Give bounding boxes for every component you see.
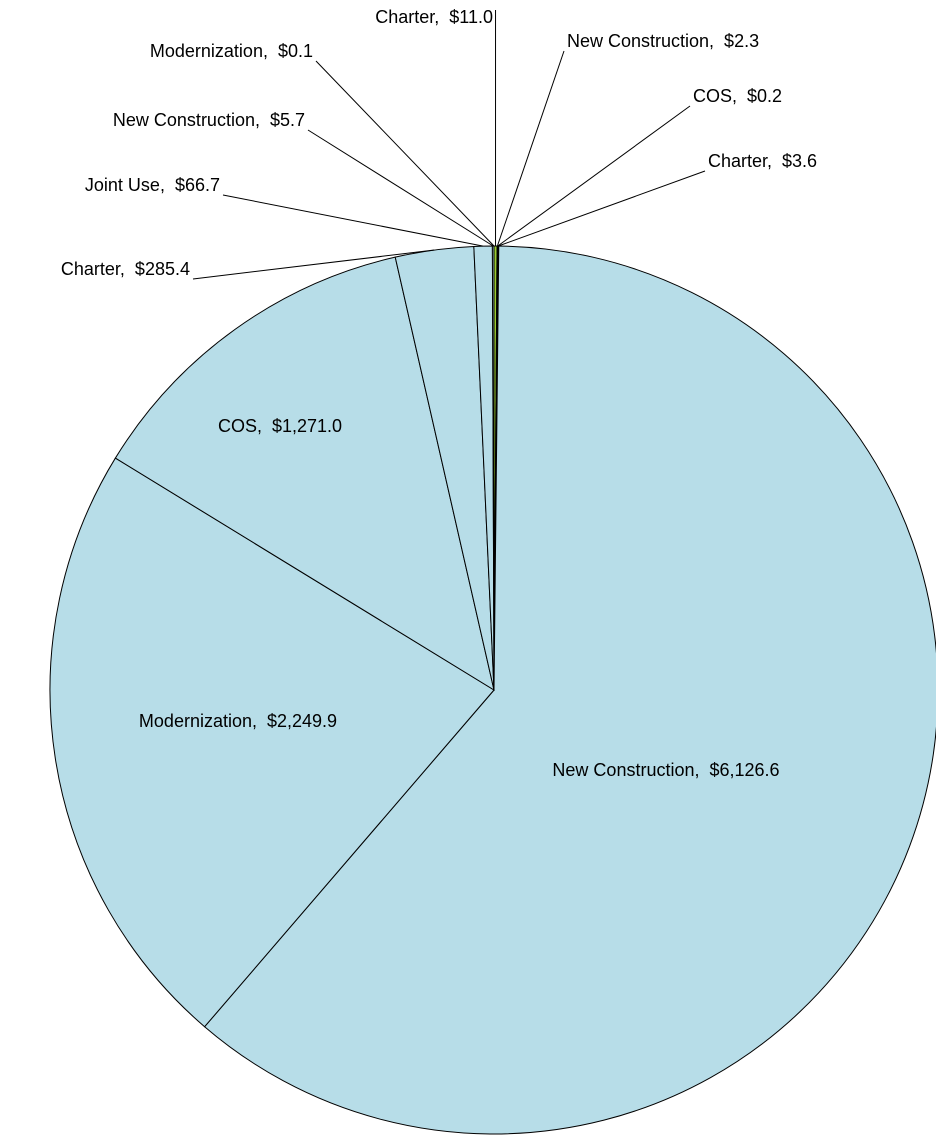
slice-label: Charter, $11.0 — [375, 7, 493, 27]
slice-label: Modernization, $0.1 — [150, 41, 313, 61]
leader-line — [222, 194, 484, 247]
pie-slice — [49, 457, 495, 1028]
pie-slice — [114, 256, 495, 692]
slice-label: Charter, $285.4 — [61, 259, 190, 279]
slice-label: New Construction, $5.7 — [113, 110, 305, 130]
slice-label: Joint Use, $66.7 — [85, 175, 220, 195]
slice-label: Charter, $3.6 — [708, 151, 817, 171]
leader-line — [192, 249, 435, 280]
leader-line — [498, 170, 706, 247]
leader-line — [307, 129, 494, 247]
slice-label: COS, $0.2 — [693, 86, 782, 106]
leader-line — [315, 60, 495, 247]
leader-line — [497, 105, 691, 247]
slice-label: New Construction, $6,126.6 — [552, 760, 779, 780]
slice-label: COS, $1,271.0 — [218, 416, 342, 436]
slice-label: New Construction, $2.3 — [567, 31, 759, 51]
pie-slice — [203, 245, 936, 1135]
slice-label: Modernization, $2,249.9 — [139, 711, 337, 731]
leader-line — [496, 50, 565, 247]
